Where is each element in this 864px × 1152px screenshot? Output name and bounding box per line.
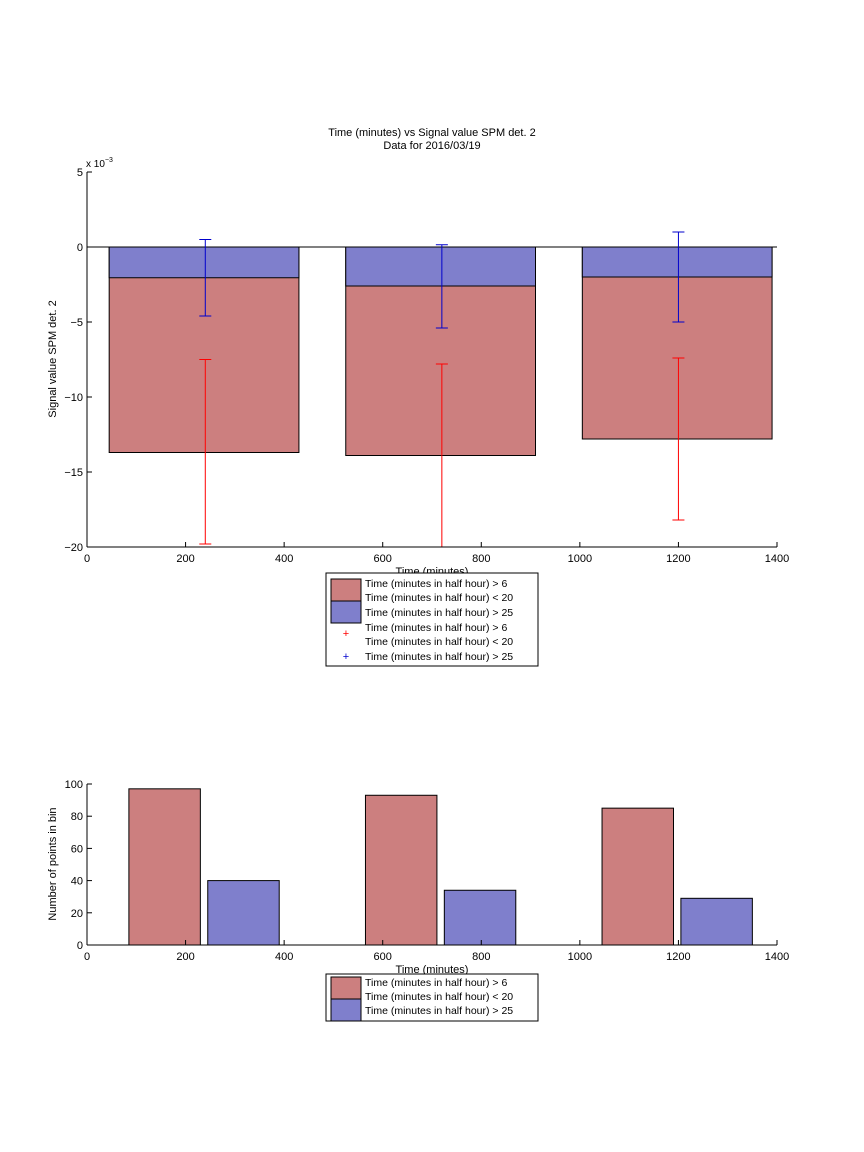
top-error-bar-0-0 [199, 359, 212, 545]
top-y-tick-label: 5 [77, 167, 83, 179]
top-chart-error-bars [199, 231, 685, 548]
bottom-y-tick-label: 100 [65, 779, 83, 791]
bottom-legend-label-red-1: Time (minutes in half hour) > 6 [365, 977, 507, 989]
top-bar-series1-0 [108, 246, 300, 279]
bottom-legend-swatch-blue [330, 998, 362, 1022]
bottom-chart-legend: Time (minutes in half hour) > 6 Time (mi… [325, 973, 539, 1022]
top-chart: Time (minutes) vs Signal value SPM det. … [47, 127, 789, 667]
top-chart-bars [108, 246, 773, 456]
top-chart-y-label: Signal value SPM det. 2 [47, 300, 59, 417]
top-chart-y-multiplier: x 10−3 [86, 157, 113, 170]
bottom-chart-axes [86, 784, 777, 946]
bottom-bar-series1-0 [207, 880, 280, 946]
top-chart-x-ticks: 0 200 400 600 800 1000 1200 1400 [84, 542, 789, 565]
bottom-y-tick-label: 20 [71, 908, 83, 920]
bottom-chart-y-label: Number of points in bin [47, 807, 59, 920]
top-legend-swatch-red [330, 578, 362, 602]
top-error-bar-1-0 [199, 239, 212, 317]
top-x-tick-label: 1000 [568, 553, 592, 565]
bottom-y-tick-label: 40 [71, 876, 83, 888]
top-chart-legend: Time (minutes in half hour) > 6 Time (mi… [325, 572, 539, 667]
top-legend-label-red-1: Time (minutes in half hour) > 6 [365, 578, 507, 590]
bottom-y-tick-label: 60 [71, 843, 83, 855]
top-legend-label-red-2: Time (minutes in half hour) < 20 [365, 592, 513, 604]
top-x-tick-label: 600 [374, 553, 392, 565]
bottom-x-tick-label: 1400 [765, 951, 789, 963]
top-x-tick-label: 1400 [765, 553, 789, 565]
top-x-tick-label: 1200 [666, 553, 690, 565]
bottom-x-tick-label: 800 [472, 951, 490, 963]
bottom-y-tick-label: 0 [77, 940, 83, 952]
bottom-x-tick-label: 600 [374, 951, 392, 963]
top-legend-label-err-red-2: Time (minutes in half hour) < 20 [365, 636, 513, 648]
top-chart-subtitle: Data for 2016/03/19 [383, 140, 480, 152]
top-x-tick-label: 0 [84, 553, 90, 565]
bottom-x-tick-label: 1200 [666, 951, 690, 963]
bottom-bar-series0-1 [364, 794, 438, 946]
top-y-tick-label: −15 [64, 467, 83, 479]
bottom-bar-series0-2 [601, 807, 674, 946]
top-chart-title: Time (minutes) vs Signal value SPM det. … [328, 127, 535, 139]
top-bar-series1-1 [345, 246, 536, 287]
top-legend-label-err-red-1: Time (minutes in half hour) > 6 [365, 622, 507, 634]
bottom-bar-series1-1 [443, 889, 517, 946]
top-bar-series0-0 [108, 246, 300, 453]
bottom-chart-x-ticks: 0 200 400 600 800 1000 1200 1400 [84, 940, 789, 963]
top-legend-label-blue: Time (minutes in half hour) > 25 [365, 607, 513, 619]
top-error-bar-0-2 [672, 357, 685, 521]
bottom-x-tick-label: 1000 [568, 951, 592, 963]
bottom-x-tick-label: 200 [176, 951, 194, 963]
top-chart-y-ticks: −20 −15 −10 −5 0 5 [64, 167, 92, 554]
top-x-tick-label: 800 [472, 553, 490, 565]
bottom-chart: 0 200 400 600 800 1000 1200 1400 0 20 40 60 80 100 T… [47, 779, 789, 1022]
top-y-tick-label: −10 [64, 392, 83, 404]
top-bar-series1-2 [581, 246, 773, 278]
bottom-y-tick-label: 80 [71, 811, 83, 823]
bottom-x-tick-label: 0 [84, 951, 90, 963]
bottom-bar-series1-2 [680, 897, 753, 946]
top-error-bar-1-2 [672, 231, 685, 323]
bottom-legend-label-red-2: Time (minutes in half hour) < 20 [365, 991, 513, 1003]
top-error-bar-1-1 [435, 244, 448, 329]
bottom-x-tick-label: 400 [275, 951, 293, 963]
bottom-legend-label-blue: Time (minutes in half hour) > 25 [365, 1005, 513, 1017]
top-legend-marker-red: + [343, 628, 349, 640]
top-legend-marker-blue: + [343, 651, 349, 663]
bottom-legend-swatch-red [330, 976, 362, 1000]
top-chart-y-multiplier-exponent: −3 [105, 157, 113, 164]
bottom-chart-y-ticks: 0 20 40 60 80 100 [65, 779, 92, 952]
top-y-tick-label: −20 [64, 542, 83, 554]
top-legend-swatch-blue [330, 600, 362, 624]
top-x-tick-label: 200 [176, 553, 194, 565]
bottom-chart-x-label: Time (minutes) [396, 964, 469, 976]
top-legend-label-err-blue: Time (minutes in half hour) > 25 [365, 651, 513, 663]
top-x-tick-label: 400 [275, 553, 293, 565]
top-chart-axes [86, 172, 777, 548]
bottom-chart-bars [128, 788, 753, 946]
top-y-tick-label: 0 [77, 242, 83, 254]
bottom-bar-series0-0 [128, 788, 201, 946]
top-y-tick-label: −5 [70, 317, 83, 329]
